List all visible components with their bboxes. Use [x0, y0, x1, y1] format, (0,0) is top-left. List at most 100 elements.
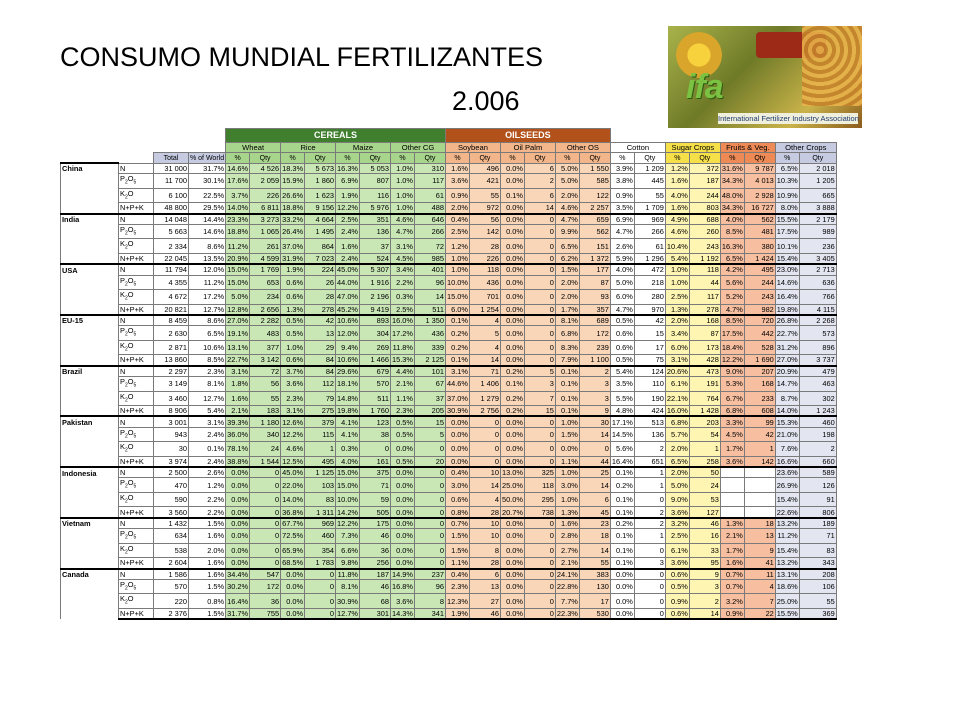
table-value-cell: 11 794 [153, 263, 189, 276]
crop-header: Cotton [609, 141, 666, 154]
table-value-cell: 5.4% [664, 252, 690, 266]
table-value-cell: 17.2% [390, 325, 415, 341]
table-value-cell: 172 [249, 578, 282, 595]
table-value-cell: 55 [578, 557, 611, 570]
table-value-cell: 18 [578, 528, 611, 544]
nutrient-label: P2O5 [118, 274, 154, 291]
table-value-cell: 256 [359, 557, 392, 570]
table-value-cell: 4 672 [153, 289, 189, 305]
table-value-cell: 55 [468, 187, 501, 204]
table-value-cell: 50.0% [499, 491, 525, 508]
table-value-cell: 1 544 [249, 455, 282, 469]
table-value-cell: 20.9% [774, 365, 800, 378]
table-value-cell: 14.4% [187, 213, 227, 225]
table-value-cell: 301 [359, 607, 392, 621]
table-value-cell: 22.5% [187, 187, 227, 204]
table-value-cell: 84 [304, 354, 337, 367]
table-value-cell: 4.7% [554, 213, 580, 225]
table-value-cell: 0.0% [609, 568, 635, 580]
table-value-cell: 0.0% [609, 593, 635, 609]
table-value-cell: 530 [578, 607, 611, 621]
table-value-cell: 0.0% [499, 542, 525, 559]
table-value-cell: 985 [413, 252, 446, 266]
table-value-cell: 0.9% [664, 593, 690, 609]
table-value-cell: 8 [468, 542, 501, 559]
table-value-cell: 10.6% [335, 314, 361, 327]
table-value-cell: 369 [798, 607, 837, 621]
table-value-cell: 2.2% [187, 491, 227, 508]
table-value-cell: 5 307 [359, 263, 392, 276]
table-value-cell: 1.5% [187, 517, 227, 530]
table-value-cell: 0.1% [609, 528, 635, 544]
table-value-cell: 473 [688, 365, 721, 378]
table-value-cell: 2.3% [280, 390, 306, 407]
country-label [60, 173, 119, 189]
nutrient-label: N [118, 213, 154, 225]
table-value-cell: 117 [688, 289, 721, 305]
table-value-cell: 161 [359, 455, 392, 469]
table-value-cell: 1.7% [554, 303, 580, 316]
nutrient-label: K2O [118, 289, 154, 305]
table-value-cell: 1 350 [413, 314, 446, 327]
table-row: N+P+K 2 604 1.6% 0.0% 0 68.5% 1 783 9.8% 256 0.0%… [60, 557, 837, 570]
table-value-cell: 481 [743, 223, 776, 240]
table-value-cell: 15 [413, 415, 446, 428]
table-value-cell: 14.5% [609, 426, 635, 443]
table-value-cell: 5.4% [187, 404, 227, 418]
table-value-cell: 84 [304, 365, 337, 378]
table-value-cell: 16.4% [225, 593, 251, 609]
table-value-cell: 659 [578, 213, 611, 225]
ifa-logo-caption: International Fertilizer Industry Associ… [718, 113, 859, 124]
table-value-cell: 11.2% [187, 274, 227, 291]
table-value-cell: 48.0% [719, 187, 745, 204]
table-value-cell: 0.0% [390, 506, 415, 519]
table-value-cell: 5 673 [304, 162, 337, 175]
table-value-cell: 3.7% [225, 187, 251, 204]
table-value-cell: 0 [304, 578, 337, 595]
table-value-cell: 5.2% [719, 289, 745, 305]
table-value-cell: 1 125 [304, 466, 337, 479]
table-value-cell: 1 860 [304, 173, 337, 189]
table-value-cell: 0.6% [664, 568, 690, 580]
table-value-cell: 14 [578, 477, 611, 493]
table-value-cell: 14 [578, 542, 611, 559]
nutrient-label: K2O [118, 238, 154, 254]
ifa-logo-text: ifa [686, 68, 724, 106]
table-value-cell: 1.6% [664, 202, 690, 215]
table-value-cell: 0 [413, 466, 446, 479]
table-value-cell: 7.6% [774, 441, 800, 457]
table-value-cell: 421 [468, 173, 501, 189]
table-value-cell: 0 [523, 528, 556, 544]
table-value-cell: 5.4% [609, 365, 635, 378]
table-value-cell: 55 [798, 593, 837, 609]
table-value-cell: 190 [633, 390, 666, 407]
table-value-cell: 0 [523, 607, 556, 621]
table-value-cell: 13.5% [187, 252, 227, 266]
nutrient-label: K2O [118, 441, 154, 457]
table-value-cell: 61 [633, 238, 666, 254]
table-value-cell: 22.8% [554, 578, 580, 595]
table-value-cell: 5.9% [609, 252, 635, 266]
table-value-cell: 1 100 [578, 354, 611, 367]
table-value-cell: 6.0% [444, 303, 470, 316]
nutrient-label: N [118, 162, 154, 175]
table-value-cell: 1 623 [304, 187, 337, 204]
table-value-cell: 0 [413, 542, 446, 559]
table-value-cell: 136 [633, 426, 666, 443]
table-row: N+P+K 13 860 8.5% 22.7% 3 142 0.6% 84 10.6% 1 46… [60, 354, 837, 367]
nutrient-label: P2O5 [118, 173, 154, 189]
nutrient-label: K2O [118, 491, 154, 508]
table-value-cell: 15 [633, 325, 666, 341]
table-value-cell: 3 737 [798, 354, 837, 367]
table-value-cell: 2.0% [664, 314, 690, 327]
nutrient-label: P2O5 [118, 426, 154, 443]
table-value-cell: 27 [468, 593, 501, 609]
table-value-cell: 3.6% [444, 173, 470, 189]
table-value-cell: 3 [523, 376, 556, 392]
table-value-cell: 29.5% [187, 202, 227, 215]
table-value-cell: 2.0% [554, 289, 580, 305]
table-value-cell: 7.9% [554, 354, 580, 367]
table-value-cell: 3.2% [664, 517, 690, 530]
table-value-cell: 1.0% [554, 415, 580, 428]
table-value-cell: 12.2% [719, 354, 745, 367]
